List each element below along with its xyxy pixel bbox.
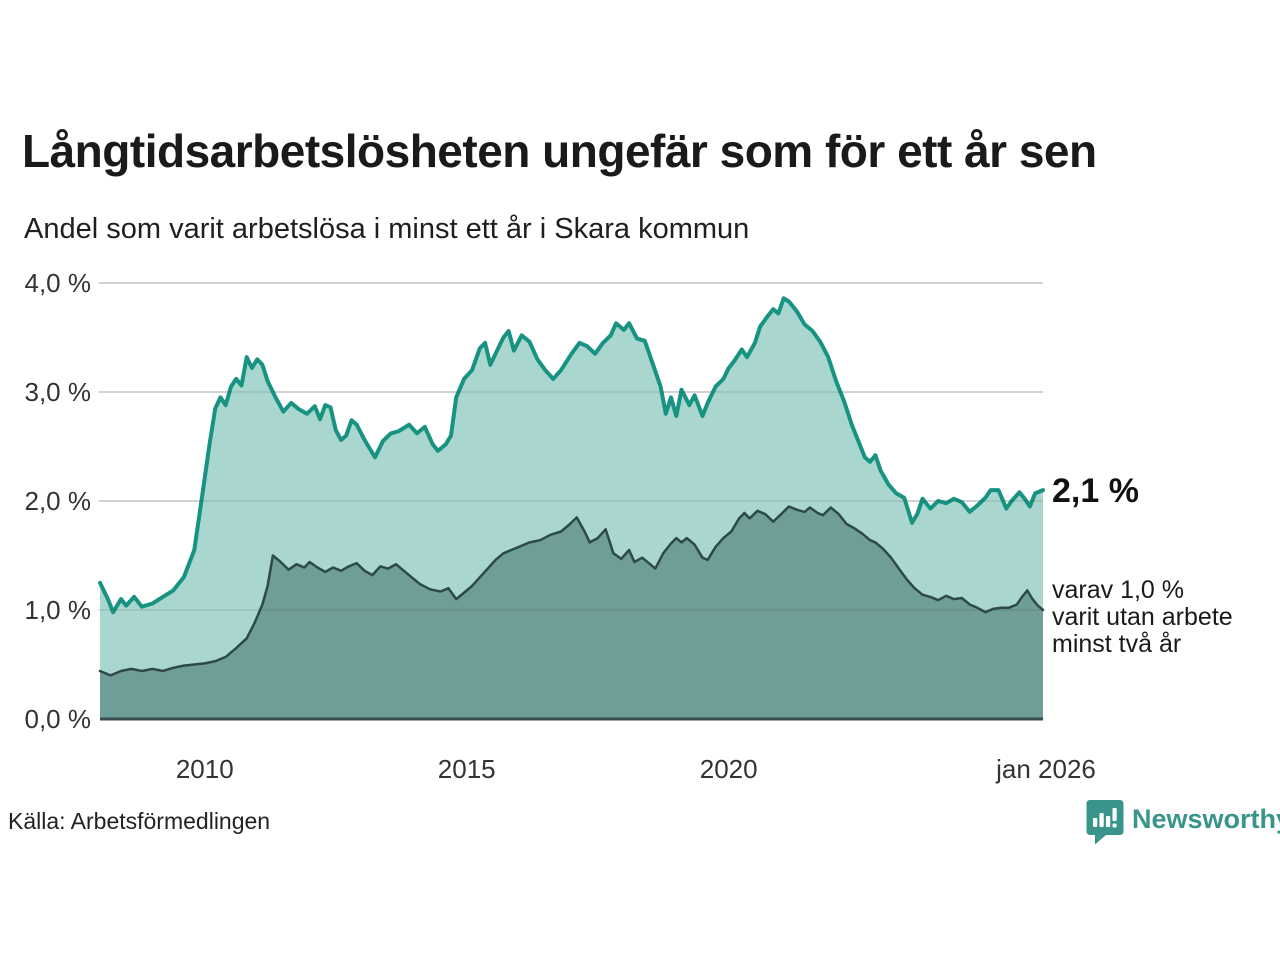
y-tick-1,0 %: 1,0 %: [25, 595, 92, 625]
x-tick-2015: 2015: [438, 754, 496, 784]
line-series-0: [98, 296, 1045, 615]
line-series-1: [98, 505, 1045, 677]
newsworthy-brand-name: Newsworthy: [1132, 804, 1280, 834]
x-tick-2010: 2010: [176, 754, 234, 784]
y-tick-3,0 %: 3,0 %: [25, 377, 92, 407]
series-end-value-label: 2,1 %: [1052, 472, 1139, 510]
page-title: Långtidsarbetslösheten ungefär som för e…: [22, 125, 1097, 177]
y-tick-0,0 %: 0,0 %: [25, 704, 92, 734]
newsworthy-brand: Newsworthy: [1086, 799, 1280, 847]
two-year-series-annotation: varav 1,0 % varit utan arbete minst två …: [1052, 576, 1233, 658]
y-tick-4,0 %: 4,0 %: [25, 268, 92, 298]
y-tick-2,0 %: 2,0 %: [25, 486, 92, 516]
newsworthy-logo-icon: [1086, 800, 1124, 845]
area-series-1: [100, 506, 1043, 719]
x-tick-jan 2026: jan 2026: [995, 754, 1096, 784]
source-attribution: Källa: Arbetsförmedlingen: [8, 808, 271, 834]
page-subtitle: Andel som varit arbetslösa i minst ett å…: [24, 213, 750, 245]
x-tick-2020: 2020: [700, 754, 758, 784]
